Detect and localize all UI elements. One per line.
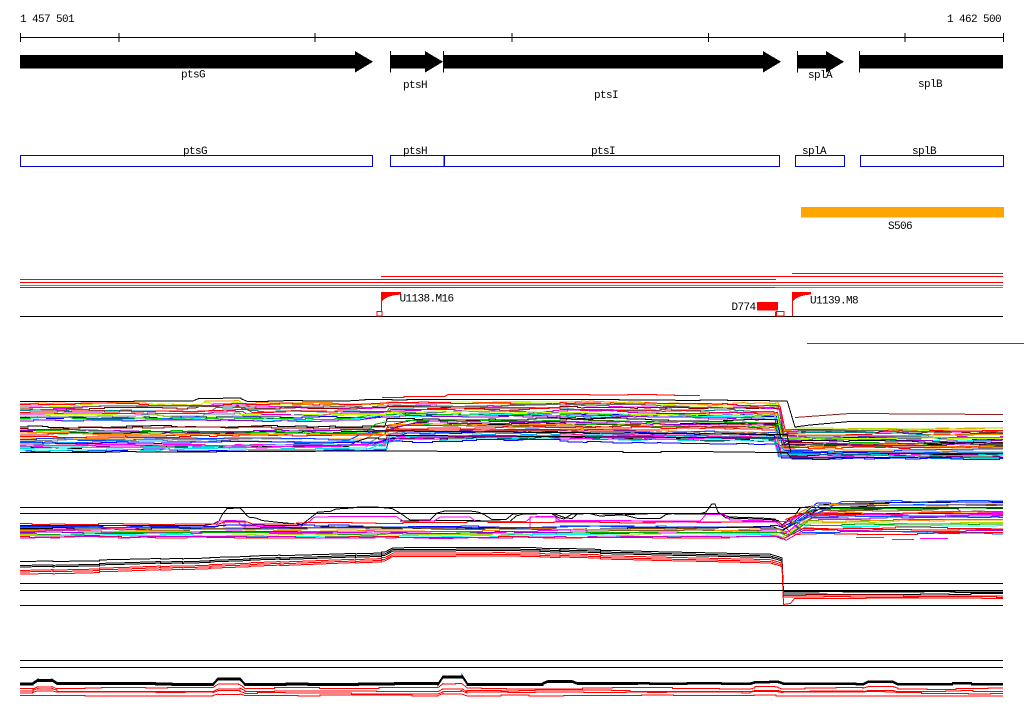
svg-text:U1138.M16: U1138.M16 [400,294,454,306]
svg-text:D774: D774 [731,302,756,314]
svg-text:ptsI: ptsI [591,146,615,158]
svg-text:1 457 501: 1 457 501 [20,14,75,26]
svg-text:ptsG: ptsG [181,70,205,82]
svg-text:ptsI: ptsI [594,90,618,102]
svg-text:splB: splB [912,146,937,158]
svg-text:ptsH: ptsH [403,80,427,92]
svg-text:S506: S506 [888,221,912,233]
svg-text:splA: splA [802,146,827,158]
svg-text:ptsG: ptsG [183,146,207,158]
svg-text:splB: splB [918,79,943,91]
svg-text:splA: splA [808,70,833,82]
svg-text:ptsH: ptsH [403,146,427,158]
svg-text:U1139.M8: U1139.M8 [810,296,858,308]
svg-text:1 462 500: 1 462 500 [947,14,1001,26]
